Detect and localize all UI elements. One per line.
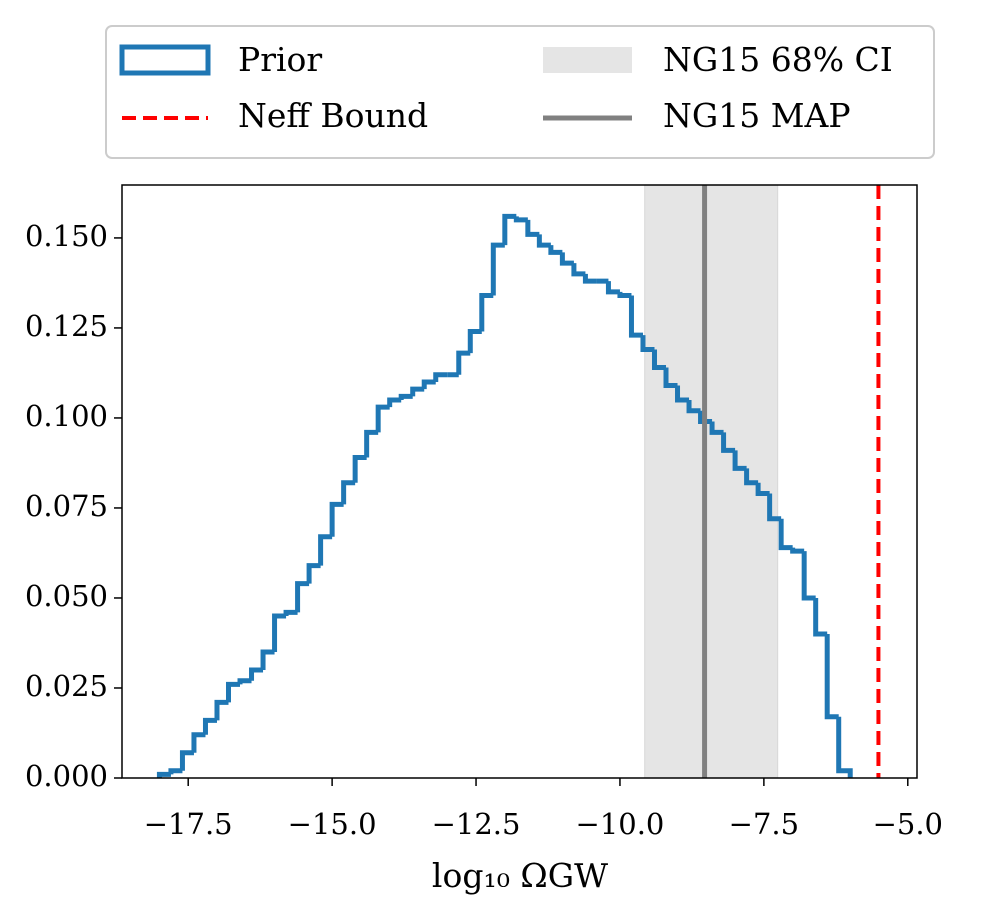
histogram-bin <box>778 518 793 551</box>
histogram-bin <box>398 393 413 400</box>
histogram-bin <box>559 252 574 266</box>
histogram-bin <box>272 613 287 652</box>
histogram-bin <box>640 335 655 353</box>
x-axis-label: log₁₀ ΩGW <box>432 856 608 895</box>
histogram-bin <box>421 379 436 390</box>
histogram-bin <box>295 581 310 613</box>
histogram-bin <box>364 429 379 458</box>
legend-label: Neff Bound <box>238 96 428 135</box>
histogram-bin <box>755 482 770 497</box>
histogram-bin <box>571 263 586 277</box>
histogram-bin <box>214 699 229 721</box>
x-tick-label: −15.0 <box>288 807 377 841</box>
histogram-bin <box>525 219 540 237</box>
histogram-bin <box>651 349 667 371</box>
legend-swatch <box>119 44 211 76</box>
histogram-bin <box>191 732 206 753</box>
x-tick-label: −7.5 <box>729 807 799 841</box>
x-tick-label: −5.0 <box>873 807 943 841</box>
x-tick-label: −12.5 <box>432 807 521 841</box>
histogram-bin <box>352 455 367 483</box>
histogram-bin <box>260 649 275 670</box>
histogram-bin <box>663 367 678 389</box>
y-tick-label: 0.050 <box>25 579 108 613</box>
legend-label: NG15 68% CI <box>663 40 893 79</box>
y-tick-label: 0.025 <box>25 669 108 703</box>
x-tick-label: −10.0 <box>576 807 665 841</box>
histogram-bin <box>605 281 620 295</box>
y-tick-label: 0.100 <box>25 399 108 433</box>
histogram-bin <box>732 450 747 471</box>
histogram-bin <box>801 551 816 601</box>
histogram-bin <box>410 386 425 397</box>
histogram-bin <box>744 468 759 486</box>
histogram-bin <box>479 293 494 332</box>
histogram-bin <box>813 597 828 637</box>
plot-frame <box>121 184 918 779</box>
y-tick-label: 0.125 <box>25 309 108 343</box>
histogram-bin <box>582 273 597 284</box>
histogram-bin <box>628 295 643 338</box>
histogram-bin <box>548 245 563 255</box>
histogram-bin <box>433 372 448 382</box>
histogram-bin <box>375 404 390 433</box>
histogram-bin <box>502 213 517 246</box>
histogram-bin <box>249 667 264 681</box>
histogram-bin <box>617 291 632 299</box>
x-tick-label: −17.5 <box>144 807 233 841</box>
histogram-bin <box>513 216 528 223</box>
y-tick-label: 0.000 <box>25 759 108 793</box>
histogram-bin <box>318 534 333 566</box>
histogram-bin <box>790 547 805 554</box>
histogram-bin <box>341 480 356 505</box>
histogram-bin <box>767 493 782 522</box>
legend-swatch <box>543 47 632 73</box>
legend-label: NG15 MAP <box>663 96 851 135</box>
histogram-bin <box>675 385 690 403</box>
legend-box <box>105 25 935 159</box>
histogram-bin <box>709 421 724 435</box>
histogram-bin <box>721 432 736 453</box>
histogram-bin <box>686 399 701 414</box>
histogram-bin <box>698 410 713 425</box>
y-tick-label: 0.075 <box>25 489 108 523</box>
histogram-bin <box>329 501 344 537</box>
legend-label: Prior <box>238 40 322 79</box>
histogram-bin <box>467 329 482 354</box>
histogram-bin <box>179 750 194 771</box>
y-tick-label: 0.150 <box>25 219 108 253</box>
histogram-bin <box>225 681 241 703</box>
histogram-bin <box>824 633 839 720</box>
histogram-bin <box>536 234 551 248</box>
histogram-bin <box>202 717 217 735</box>
histogram-bin <box>168 768 183 775</box>
histogram-bin <box>490 242 505 296</box>
histogram-bin <box>836 716 853 778</box>
histogram-bin <box>156 771 171 778</box>
histogram-bin <box>283 609 298 616</box>
histogram-bin <box>456 350 471 375</box>
histogram-bin <box>387 397 402 408</box>
histogram-bin <box>306 563 321 584</box>
histogram-bin <box>237 678 252 685</box>
